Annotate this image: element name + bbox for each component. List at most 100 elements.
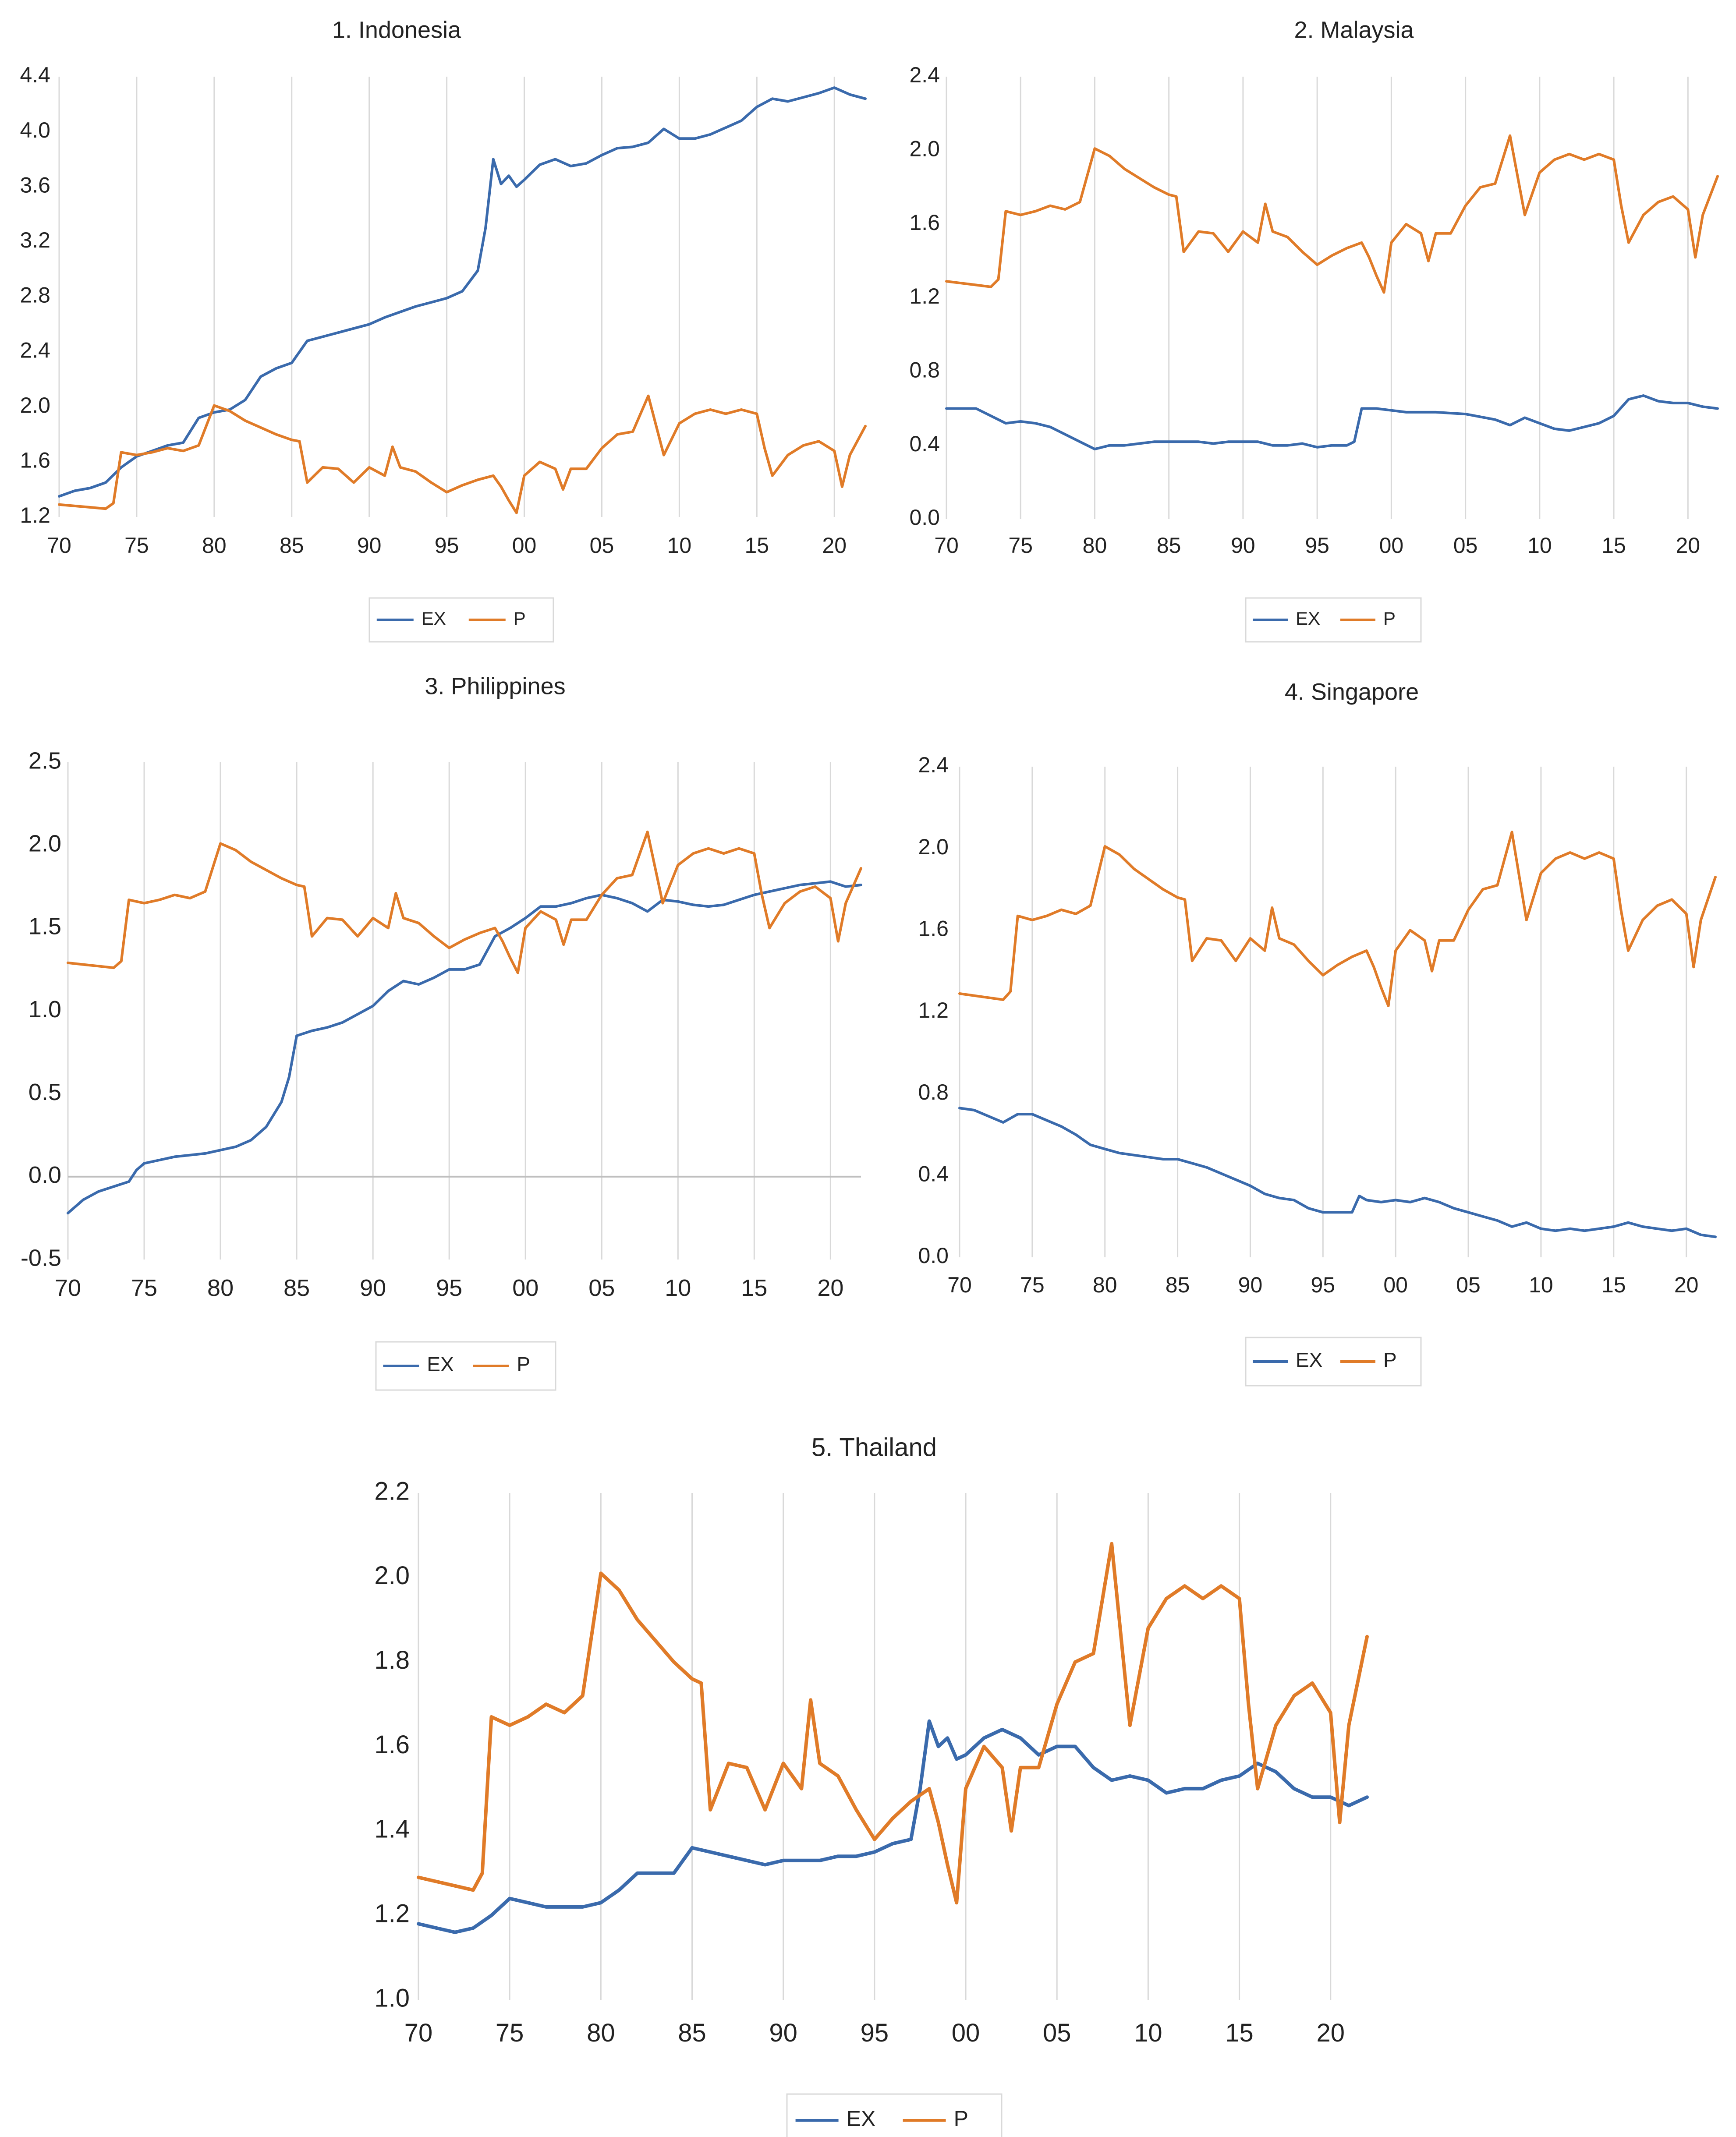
legend: EX P [1245, 1337, 1422, 1387]
y-tick-label: 2.0 [909, 137, 940, 161]
x-tick-label: 80 [587, 2019, 615, 2047]
x-tick-label: 20 [817, 1275, 843, 1301]
x-tick-label: 80 [207, 1275, 234, 1301]
legend-label-p: P [517, 1353, 530, 1376]
x-tick-label: 95 [1311, 1273, 1336, 1297]
x-tick-label: 15 [1225, 2019, 1254, 2047]
y-tick-label: 2.4 [909, 63, 940, 87]
x-tick-label: 80 [1093, 1273, 1117, 1297]
y-tick-label: 1.6 [918, 916, 949, 941]
series-line-ex [58, 86, 867, 498]
x-tick-label: 85 [678, 2019, 706, 2047]
x-tick-label: 85 [280, 533, 304, 558]
y-tick-label: 3.6 [20, 173, 50, 197]
y-tick-label: 1.5 [28, 913, 61, 940]
y-tick-label: 0.5 [28, 1079, 61, 1105]
y-tick-label: 1.0 [28, 996, 61, 1023]
x-tick-label: 10 [1527, 533, 1552, 558]
chart-title: 3. Philippines [425, 673, 565, 699]
chart-panel-1: 1. Indonesia 70 75 80 85 90 95 00 05 10 15 20 1.2 1.6… [20, 17, 867, 643]
series-line-ex [958, 1107, 1717, 1238]
x-tick-label: 00 [512, 1275, 539, 1301]
y-tick-label: 1.2 [20, 503, 50, 527]
x-tick-label: 85 [1166, 1273, 1190, 1297]
x-tick-label: 00 [1379, 533, 1404, 558]
y-tick-label: 1.6 [374, 1730, 410, 1759]
x-tick-label: 75 [1008, 533, 1033, 558]
y-tick-label: 3.2 [20, 228, 50, 252]
x-tick-label: 75 [131, 1275, 157, 1301]
legend-label-p: P [954, 2106, 968, 2131]
legend-label-p: P [1383, 1348, 1397, 1371]
y-tick-label: 2.0 [374, 1561, 410, 1590]
series-line-ex [417, 1719, 1369, 1934]
legend: EX P [1245, 597, 1422, 643]
y-tick-label: 1.4 [374, 1815, 410, 1843]
x-tick-label: 05 [1043, 2019, 1071, 2047]
x-tick-label: 90 [357, 533, 382, 558]
x-tick-label: 75 [496, 2019, 524, 2047]
series-line-ex [67, 880, 862, 1215]
legend-label-ex: EX [427, 1353, 453, 1376]
x-tick-label: 90 [1231, 533, 1255, 558]
legend-label-ex: EX [1296, 608, 1320, 629]
x-tick-label: 15 [1601, 533, 1626, 558]
x-tick-label: 95 [436, 1275, 462, 1301]
x-tick-label: 00 [952, 2019, 980, 2047]
x-tick-label: 85 [283, 1275, 310, 1301]
x-tick-label: 15 [741, 1275, 767, 1301]
x-tick-label: 20 [822, 533, 847, 558]
y-tick-label: 0.8 [918, 1080, 949, 1104]
x-tick-label: 05 [590, 533, 614, 558]
x-tick-label: 20 [1316, 2019, 1345, 2047]
y-tick-label: 2.5 [28, 747, 61, 774]
series-line-ex [945, 394, 1719, 451]
x-tick-label: 70 [47, 533, 71, 558]
x-tick-label: 95 [861, 2019, 889, 2047]
x-tick-label: 95 [435, 533, 459, 558]
series-line-p [945, 134, 1719, 294]
x-tick-label: 85 [1157, 533, 1181, 558]
legend: EX P [375, 1341, 556, 1391]
y-tick-label: 1.2 [374, 1899, 410, 1928]
y-tick-label: -0.5 [21, 1245, 61, 1271]
y-tick-label: 0.4 [918, 1162, 949, 1186]
legend-label-ex: EX [847, 2106, 876, 2131]
x-tick-label: 70 [55, 1275, 81, 1301]
y-tick-label: 1.8 [374, 1646, 410, 1674]
y-tick-label: 4.4 [20, 63, 50, 87]
chart-panel-4: 4. Singapore 70 75 80 85 90 95 00 05 10 15 20 0.0 0.4… [918, 679, 1717, 1387]
y-tick-label: 0.0 [918, 1243, 949, 1268]
x-tick-label: 00 [1383, 1273, 1408, 1297]
x-tick-label: 10 [1529, 1273, 1553, 1297]
x-tick-label: 05 [588, 1275, 615, 1301]
x-tick-label: 00 [512, 533, 537, 558]
x-tick-label: 90 [769, 2019, 797, 2047]
y-tick-label: 0.0 [28, 1162, 61, 1188]
x-tick-label: 80 [202, 533, 227, 558]
x-tick-label: 15 [744, 533, 769, 558]
chart-panel-5: 5. Thailand 70 75 80 85 90 95 00 05 10 15 20 1.0 1.2 1… [374, 1433, 1369, 2137]
x-tick-label: 20 [1676, 533, 1700, 558]
y-tick-label: 1.6 [909, 210, 940, 235]
legend-label-p: P [1383, 608, 1396, 629]
chart-title: 2. Malaysia [1294, 17, 1414, 43]
x-tick-label: 90 [360, 1275, 386, 1301]
x-tick-label: 15 [1601, 1273, 1626, 1297]
y-tick-label: 1.2 [909, 284, 940, 308]
y-tick-label: 2.0 [918, 835, 949, 859]
x-tick-label: 10 [1134, 2019, 1162, 2047]
legend: EX P [786, 2093, 1003, 2137]
y-tick-label: 0.4 [909, 432, 940, 456]
x-tick-label: 75 [124, 533, 149, 558]
x-tick-label: 05 [1456, 1273, 1481, 1297]
legend-box [786, 2093, 1003, 2137]
x-tick-label: 75 [1020, 1273, 1045, 1297]
legend-label-p: P [514, 608, 526, 629]
x-tick-label: 10 [665, 1275, 691, 1301]
y-tick-label: 1.6 [20, 448, 50, 473]
y-tick-label: 0.8 [909, 358, 940, 382]
y-tick-label: 1.2 [918, 998, 949, 1023]
series-line-p [67, 830, 862, 974]
